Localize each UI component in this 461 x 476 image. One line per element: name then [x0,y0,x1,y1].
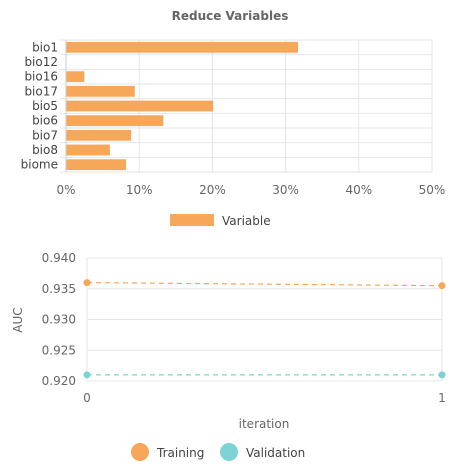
category-label: bio8 [32,143,58,157]
bar-bio8 [66,144,110,156]
bar-bio5 [66,100,214,112]
y-axis-title: AUC [11,307,25,332]
point-validation [438,371,446,379]
point-training [83,279,91,287]
category-label: bio16 [24,70,58,84]
x-tick-label: 20% [199,183,226,197]
legend-label-training: Training [156,446,204,460]
y-tick-label: 0.935 [42,282,76,296]
x-tick-label: 0 [83,391,91,405]
category-label: biome [21,158,58,172]
x-tick-label: 30% [272,183,299,197]
category-label: bio7 [32,128,58,142]
category-label: bio12 [24,55,58,69]
bar-bio16 [66,71,85,83]
legend-swatch-variable [170,214,214,226]
x-axis-title: iteration [239,417,290,431]
chart-title: Reduce Variables [172,9,289,23]
category-label: bio6 [32,114,58,128]
y-tick-label: 0.940 [42,251,76,265]
legend-marker-validation [220,443,238,461]
bar-bio7 [66,129,132,141]
auc-iteration-chart: 0.920 0.925 0.930 0.935 0.940 0 1 iteration AUC T… [11,251,446,461]
bar-bio17 [66,85,135,97]
category-label: bio5 [32,99,58,113]
category-label: bio17 [24,84,58,98]
bar-bio1 [66,41,299,53]
y-tick-label: 0.920 [42,374,76,388]
bar-biome [66,159,127,171]
x-tick-label: 40% [345,183,372,197]
legend-label-variable: Variable [222,214,271,228]
legend-label-validation: Validation [246,446,305,460]
x-tick-label: 1 [438,391,446,405]
y-tick-label: 0.930 [42,313,76,327]
series-line-training [86,282,443,287]
x-tick-label: 0% [56,183,75,197]
point-validation [83,371,91,379]
category-label: bio1 [32,40,58,54]
point-training [438,282,446,290]
x-tick-label: 50% [419,183,446,197]
x-tick-label: 10% [126,183,153,197]
legend-marker-training [131,443,149,461]
y-tick-label: 0.925 [42,343,76,357]
bar-bio6 [66,115,164,127]
